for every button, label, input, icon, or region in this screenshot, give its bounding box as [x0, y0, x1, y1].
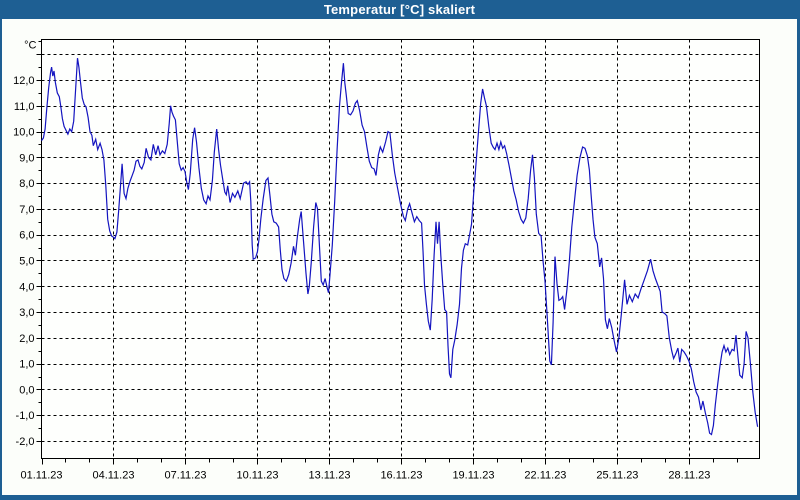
plot-background	[41, 39, 760, 459]
y-tick-label: 10,0	[13, 127, 34, 139]
y-axis-ticks	[36, 41, 42, 442]
x-tick-label: 19.11.23	[452, 470, 494, 482]
x-gridlines	[113, 39, 690, 459]
y-tick-label: 4,0	[19, 281, 34, 293]
y-tick-label: 9,0	[19, 152, 34, 164]
x-tick-label: 28.11.23	[668, 470, 710, 482]
y-tick-label: 6,0	[19, 230, 34, 242]
y-tick-label: 11,0	[14, 101, 35, 113]
x-tick-label: 13.11.23	[308, 470, 350, 482]
y-tick-label: 2,0	[19, 333, 34, 345]
x-tick-label: 22.11.23	[524, 470, 566, 482]
window-title: Temperatur [°C] skaliert	[323, 2, 476, 17]
y-tick-label: 8,0	[19, 178, 34, 190]
x-tick-labels: 01.11.23 04.11.23 07.11.23 10.11.23 13.11.23…	[20, 470, 710, 482]
y-tick-label: 5,0	[19, 255, 34, 267]
x-tick-label: 25.11.23	[596, 470, 638, 482]
x-tick-label: 04.11.23	[92, 470, 134, 482]
temperature-series-line	[41, 58, 759, 436]
x-tick-label: 01.11.23	[20, 470, 62, 482]
y-tick-label: 12,0	[13, 75, 34, 87]
y-tick-label: 3,0	[19, 307, 34, 319]
y-axis-unit-label: °C	[24, 40, 36, 52]
y-tick-label: 1,0	[19, 359, 34, 371]
y-tick-label: -1,0	[16, 410, 35, 422]
y-tick-label: 7,0	[19, 204, 34, 216]
x-tick-label: 10.11.23	[236, 470, 278, 482]
x-tick-label: 07.11.23	[164, 470, 206, 482]
y-tick-labels: 12,0 11,0 10,0 9,0 8,0 7,0 6,0 5,0 4,0 3,0 2,0 1,0 0…	[13, 75, 34, 448]
window-title-bar: Temperatur [°C] skaliert	[2, 0, 797, 19]
x-axis-ticks	[42, 458, 738, 465]
y-tick-label: 0,0	[19, 384, 34, 396]
x-tick-label: 16.11.23	[380, 470, 422, 482]
y-tick-label: -2,0	[16, 436, 35, 448]
